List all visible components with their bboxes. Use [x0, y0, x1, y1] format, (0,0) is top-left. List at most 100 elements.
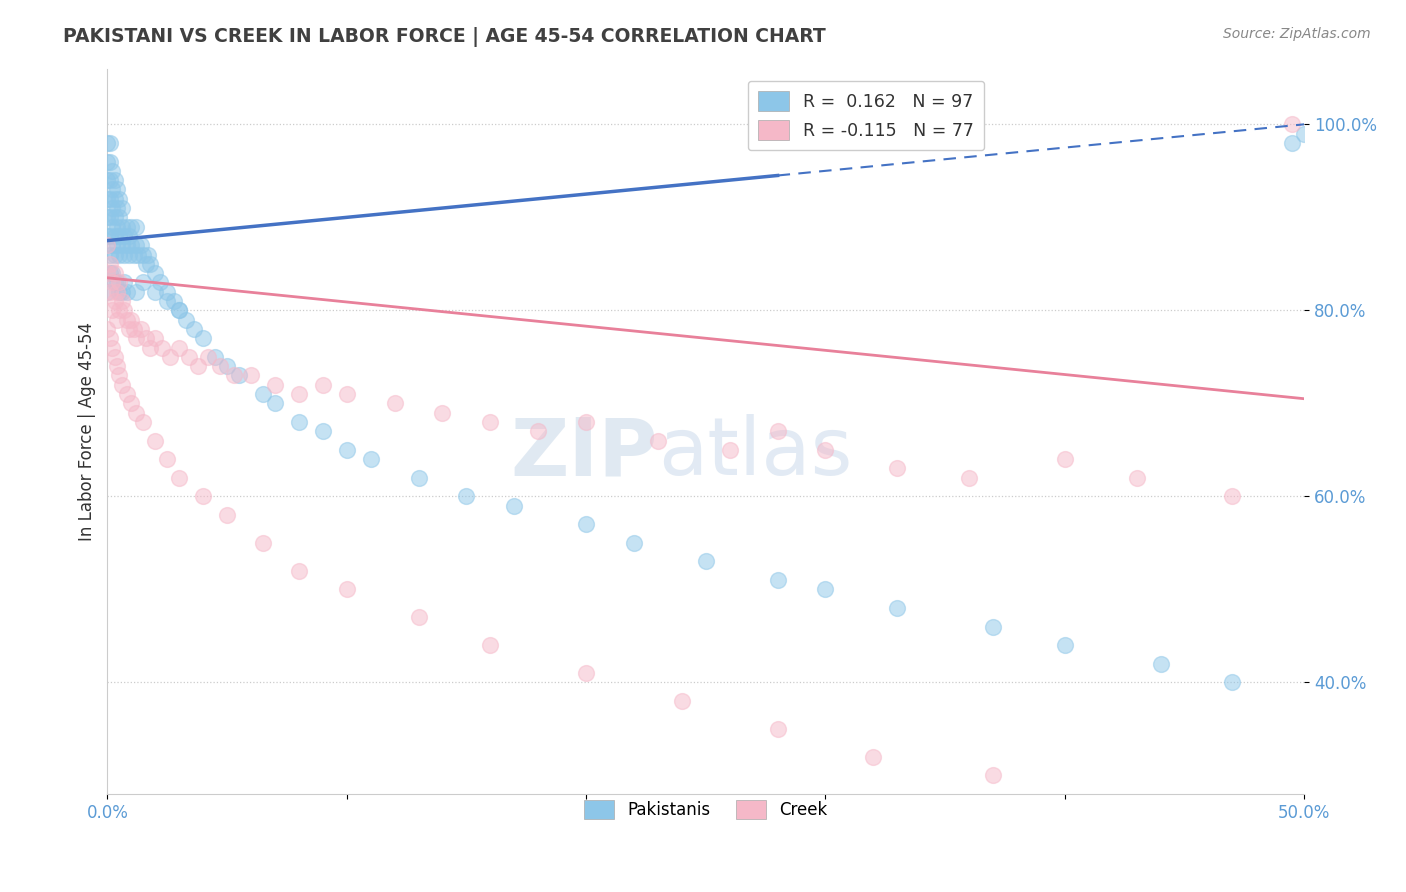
Point [766, 722, 789, 736]
Point [120, 312, 142, 326]
Point [886, 461, 908, 475]
Point [143, 266, 166, 280]
Point [647, 434, 669, 448]
Point [108, 211, 131, 225]
Point [96, 322, 118, 336]
Point [108, 303, 131, 318]
Point [1053, 452, 1076, 467]
Point [129, 322, 152, 336]
Point [111, 294, 134, 309]
Point [98, 154, 121, 169]
Point [125, 285, 148, 299]
Point [101, 219, 124, 234]
Point [103, 192, 125, 206]
Text: PAKISTANI VS CREEK IN LABOR FORCE | AGE 45-54 CORRELATION CHART: PAKISTANI VS CREEK IN LABOR FORCE | AGE … [63, 27, 825, 46]
Point [981, 768, 1004, 782]
Point [503, 499, 526, 513]
Point [96, 136, 118, 150]
Point [336, 387, 359, 401]
Point [108, 285, 131, 299]
Point [252, 536, 274, 550]
Point [384, 396, 406, 410]
Point [125, 219, 148, 234]
Point [240, 368, 263, 383]
Point [103, 211, 125, 225]
Point [1281, 117, 1303, 131]
Point [96, 285, 118, 299]
Text: atlas: atlas [658, 414, 852, 492]
Point [156, 294, 179, 309]
Point [111, 285, 134, 299]
Point [96, 211, 118, 225]
Point [103, 229, 125, 244]
Point [264, 396, 287, 410]
Point [103, 266, 125, 280]
Point [156, 285, 179, 299]
Point [111, 219, 134, 234]
Point [228, 368, 250, 383]
Point [101, 303, 124, 318]
Point [103, 173, 125, 187]
Point [98, 331, 121, 345]
Point [163, 294, 186, 309]
Point [139, 257, 162, 271]
Point [886, 601, 908, 615]
Point [1125, 471, 1147, 485]
Point [98, 192, 121, 206]
Point [139, 341, 162, 355]
Point [101, 341, 124, 355]
Point [98, 257, 121, 271]
Point [105, 201, 128, 215]
Point [112, 303, 135, 318]
Point [336, 582, 359, 597]
Point [105, 219, 128, 234]
Point [108, 276, 131, 290]
Point [98, 247, 121, 261]
Point [288, 564, 311, 578]
Point [814, 582, 837, 597]
Point [111, 377, 134, 392]
Point [101, 182, 124, 196]
Point [1149, 657, 1171, 671]
Point [957, 471, 980, 485]
Point [96, 173, 118, 187]
Point [103, 247, 125, 261]
Point [1222, 675, 1244, 690]
Point [135, 331, 157, 345]
Point [122, 247, 145, 261]
Point [115, 387, 138, 401]
Point [98, 285, 121, 299]
Point [159, 350, 181, 364]
Point [111, 238, 134, 252]
Point [252, 387, 274, 401]
Point [115, 312, 138, 326]
Point [288, 387, 311, 401]
Point [103, 294, 125, 309]
Point [132, 415, 155, 429]
Point [115, 238, 138, 252]
Point [105, 312, 128, 326]
Point [208, 359, 231, 374]
Point [814, 442, 837, 457]
Point [108, 229, 131, 244]
Point [105, 285, 128, 299]
Point [98, 173, 121, 187]
Point [1281, 136, 1303, 150]
Point [101, 238, 124, 252]
Point [981, 619, 1004, 633]
Point [408, 471, 430, 485]
Point [118, 322, 141, 336]
Point [149, 276, 172, 290]
Point [96, 266, 118, 280]
Point [575, 517, 598, 532]
Point [105, 276, 128, 290]
Point [264, 377, 287, 392]
Text: ZIP: ZIP [510, 414, 658, 492]
Point [122, 322, 145, 336]
Y-axis label: In Labor Force | Age 45-54: In Labor Force | Age 45-54 [79, 322, 96, 541]
Point [456, 489, 478, 503]
Point [623, 536, 645, 550]
Point [105, 182, 128, 196]
Text: Source: ZipAtlas.com: Source: ZipAtlas.com [1223, 27, 1371, 41]
Point [125, 406, 148, 420]
